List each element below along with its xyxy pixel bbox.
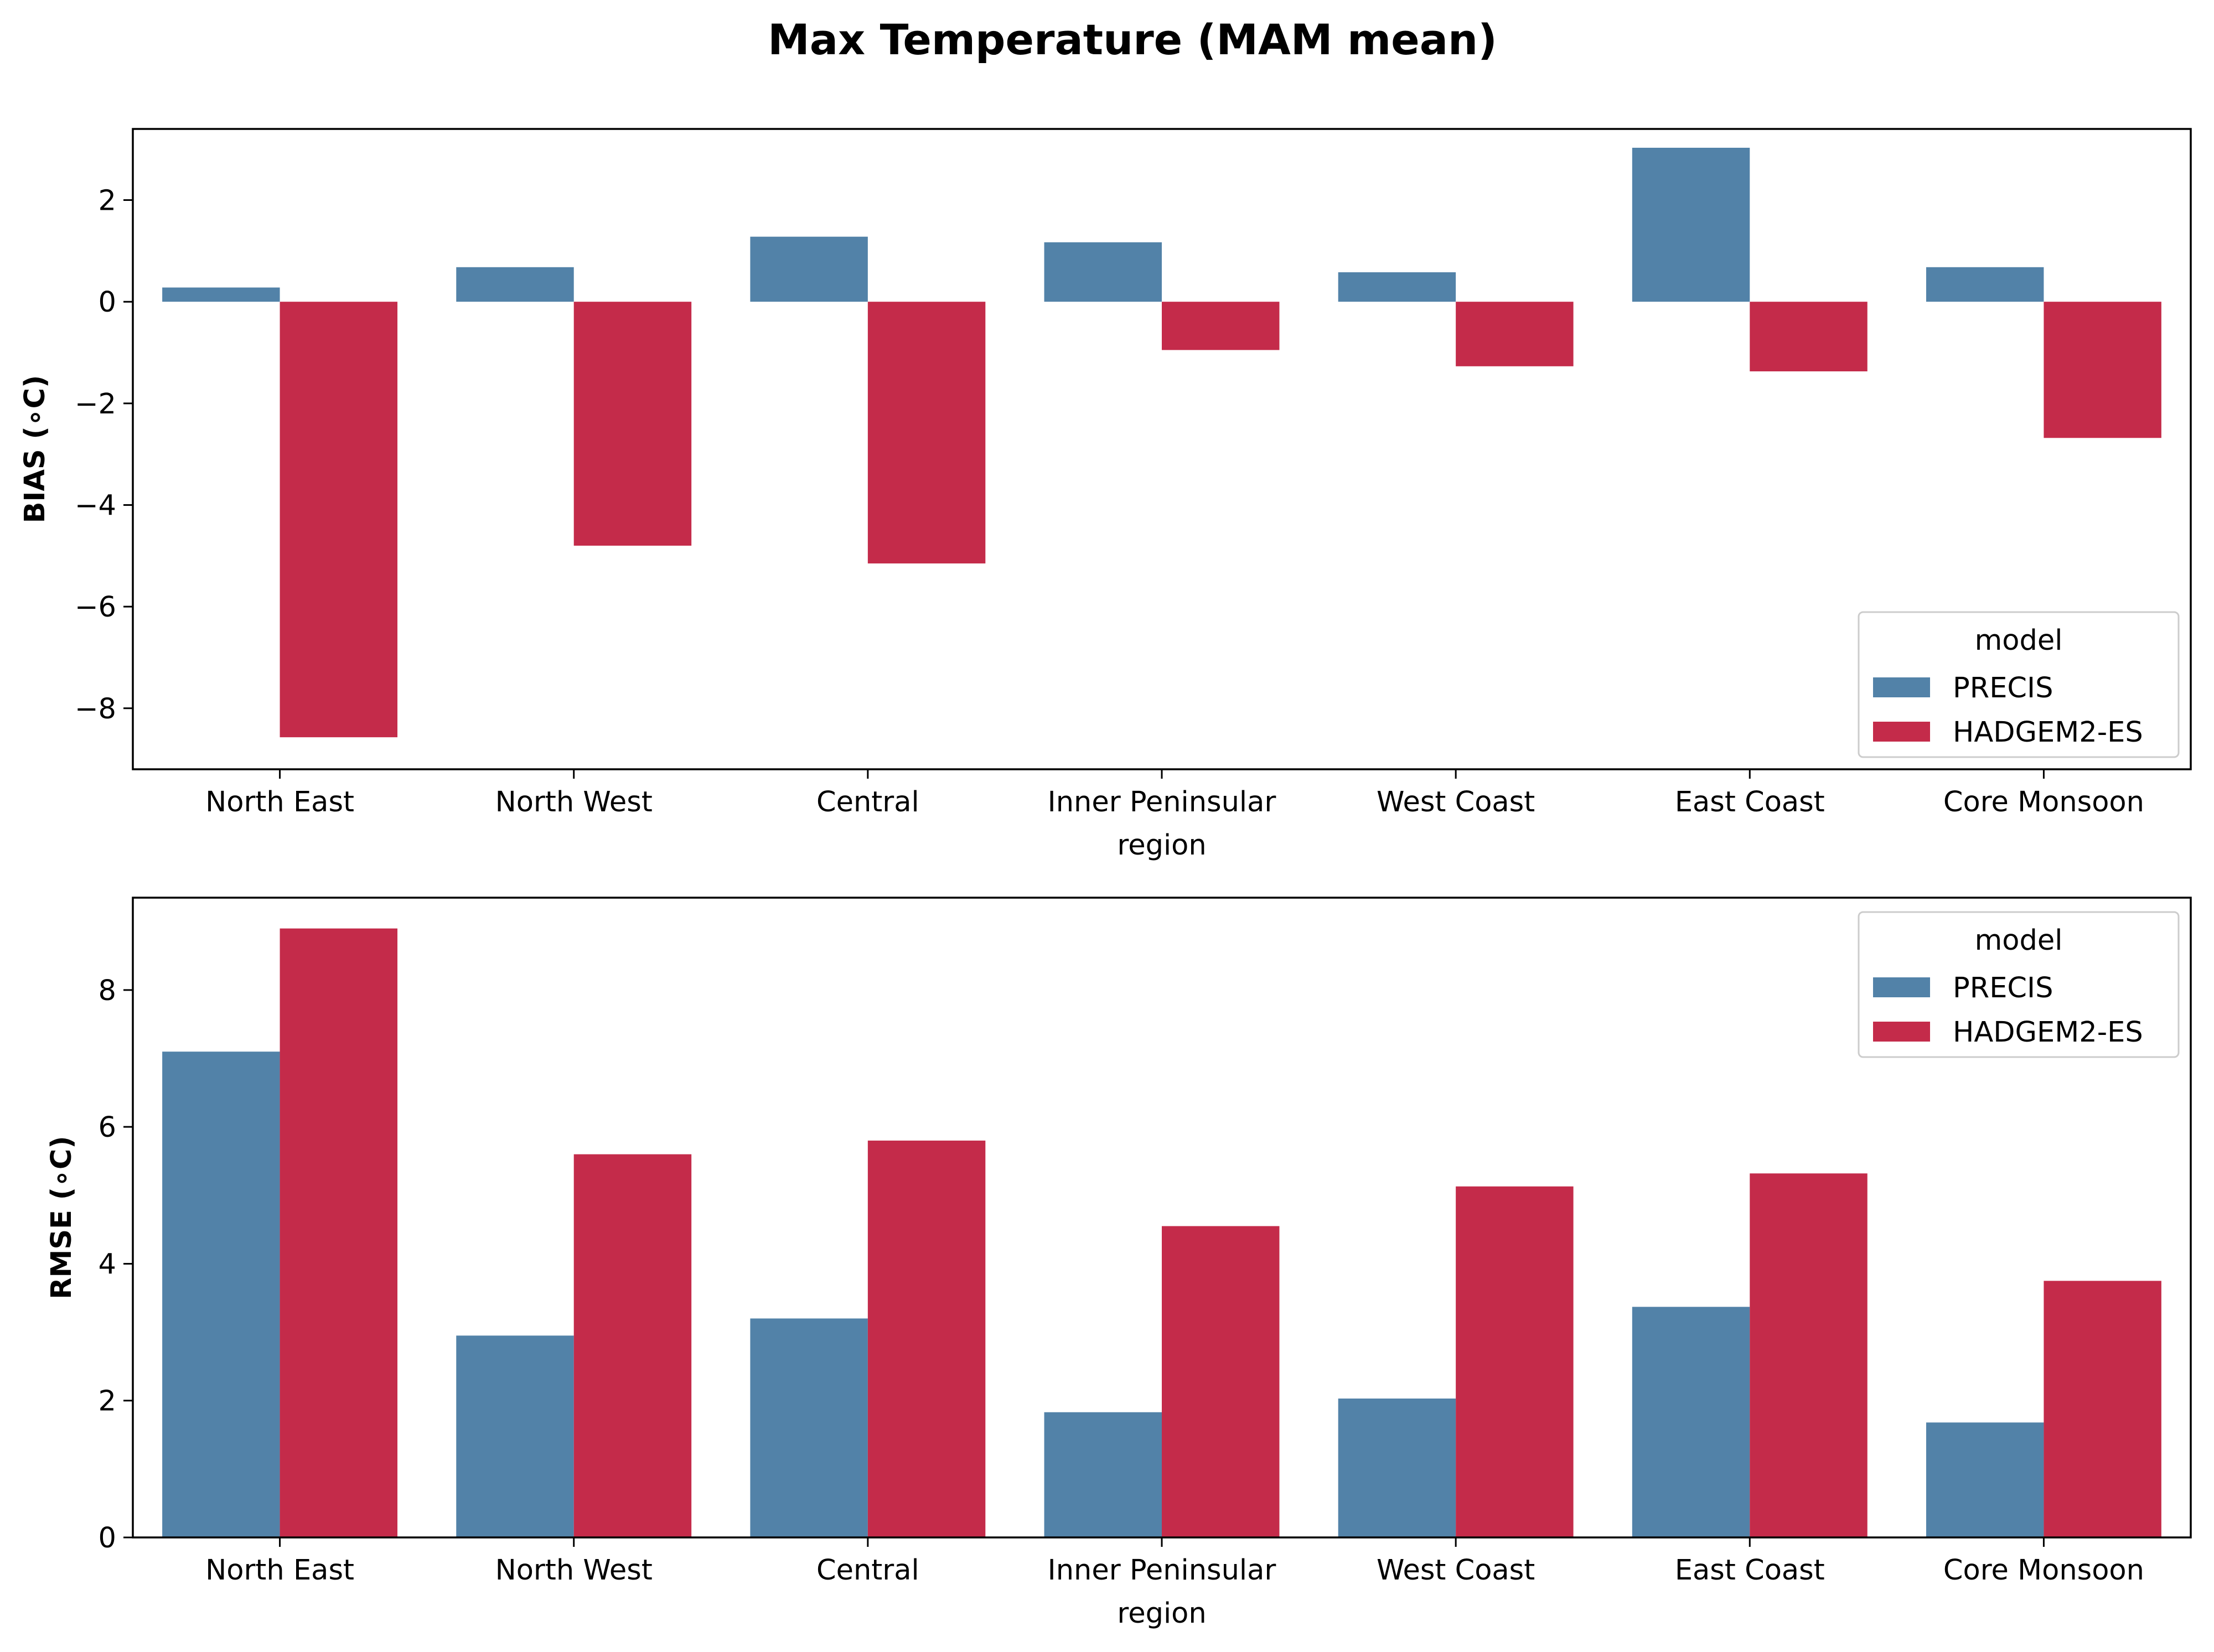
bias-bar-hadgem2-es-1	[573, 302, 692, 546]
bias-legend: model PRECIS HADGEM2-ES	[1858, 611, 2180, 758]
rmse-legend-box	[1858, 911, 2180, 1058]
rmse-y-tick-label-3: 6	[99, 1111, 116, 1144]
rmse-x-tick-label-3: Inner Peninsular	[1048, 1554, 1276, 1587]
bias-y-axis-label: BIAS (∘C)	[19, 375, 51, 524]
bias-legend-swatch-hadgem2-es	[1873, 722, 1930, 742]
bias-panel: North East North West Central Inner Peninsu…	[19, 128, 2192, 862]
rmse-y-tick-label-2: 4	[99, 1248, 116, 1281]
rmse-bar-precis-2	[750, 1318, 868, 1537]
rmse-bar-hadgem2-es-2	[867, 1140, 986, 1537]
bias-legend-label-precis: PRECIS	[1953, 672, 2053, 705]
bias-x-tick-label-5: East Coast	[1675, 786, 1825, 819]
rmse-y-tick-label-4: 8	[99, 975, 116, 1007]
rmse-bar-precis-4	[1338, 1399, 1456, 1537]
rmse-panel: North East North West Central Inner Peninsu…	[45, 897, 2192, 1630]
bias-plot-area	[133, 129, 2191, 769]
rmse-legend-swatch-precis	[1873, 977, 1930, 997]
rmse-bar-precis-1	[456, 1335, 574, 1537]
bias-legend-label-hadgem2-es: HADGEM2-ES	[1953, 716, 2143, 749]
bias-legend-swatch-precis	[1873, 677, 1930, 697]
rmse-x-tick-label-1: North West	[495, 1554, 653, 1587]
rmse-bar-hadgem2-es-1	[573, 1154, 692, 1537]
rmse-legend-label-precis: PRECIS	[1953, 972, 2053, 1004]
rmse-bar-precis-0	[162, 1052, 280, 1537]
rmse-legend-swatch-hadgem2-es	[1873, 1022, 1930, 1042]
bias-y-tick-label-2: −4	[75, 490, 116, 522]
rmse-bar-hadgem2-es-0	[280, 928, 398, 1537]
bias-x-tick-label-3: Inner Peninsular	[1048, 786, 1276, 819]
bias-x-tick-label-0: North East	[205, 786, 354, 819]
rmse-bar-hadgem2-es-3	[1162, 1226, 1280, 1537]
bias-bar-precis-6	[1926, 267, 2044, 302]
rmse-legend-label-hadgem2-es: HADGEM2-ES	[1953, 1016, 2143, 1049]
rmse-y-tick-label-0: 0	[99, 1522, 116, 1555]
bias-x-axis-label: region	[1117, 829, 1206, 862]
bias-bar-precis-0	[162, 287, 280, 302]
rmse-legend: model PRECIS HADGEM2-ES	[1858, 911, 2180, 1058]
rmse-y-axis-label: RMSE (∘C)	[45, 1136, 78, 1299]
rmse-bar-precis-5	[1632, 1307, 1750, 1537]
bias-bar-precis-1	[456, 267, 574, 302]
bias-legend-box	[1858, 611, 2180, 758]
bias-y-tick-label-3: −2	[75, 388, 116, 421]
rmse-bar-hadgem2-es-6	[2044, 1281, 2161, 1537]
bias-bar-hadgem2-es-5	[1750, 302, 1868, 372]
bias-bar-precis-4	[1338, 272, 1456, 302]
rmse-x-tick-label-5: East Coast	[1675, 1554, 1825, 1587]
bias-x-tick-label-1: North West	[495, 786, 653, 819]
rmse-x-tick-label-6: Core Monsoon	[1943, 1554, 2144, 1587]
bias-y-tick-label-1: −6	[75, 591, 116, 624]
bias-bar-hadgem2-es-4	[1456, 302, 1574, 366]
bias-bar-precis-2	[750, 236, 868, 302]
bias-legend-title: model	[1975, 624, 2063, 657]
rmse-x-tick-label-4: West Coast	[1377, 1554, 1535, 1587]
rmse-bar-hadgem2-es-5	[1750, 1173, 1868, 1537]
rmse-bar-precis-6	[1926, 1422, 2044, 1537]
rmse-bar-hadgem2-es-4	[1456, 1186, 1574, 1537]
bias-x-tick-label-4: West Coast	[1377, 786, 1535, 819]
bias-bar-precis-3	[1044, 242, 1162, 302]
bias-y-tick-label-0: −8	[75, 693, 116, 726]
bias-bar-hadgem2-es-0	[280, 302, 398, 738]
rmse-x-tick-label-2: Central	[816, 1554, 919, 1587]
bias-x-tick-label-6: Core Monsoon	[1943, 786, 2144, 819]
rmse-y-tick-label-1: 2	[99, 1385, 116, 1418]
bias-y-tick-label-4: 0	[99, 286, 116, 319]
bias-bar-hadgem2-es-6	[2044, 302, 2161, 438]
bias-bar-precis-5	[1632, 147, 1750, 302]
bias-x-tick-label-2: Central	[816, 786, 919, 819]
bias-bar-hadgem2-es-2	[867, 302, 986, 564]
figure-title: Max Temperature (MAM mean)	[768, 15, 1497, 64]
bias-bar-hadgem2-es-3	[1162, 302, 1280, 350]
rmse-x-axis-label: region	[1117, 1597, 1206, 1630]
rmse-legend-title: model	[1975, 924, 2063, 957]
rmse-bar-precis-3	[1044, 1412, 1162, 1537]
bias-y-tick-label-5: 2	[99, 185, 116, 217]
rmse-x-tick-label-0: North East	[205, 1554, 354, 1587]
